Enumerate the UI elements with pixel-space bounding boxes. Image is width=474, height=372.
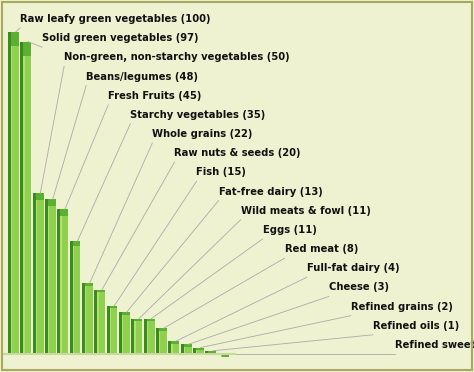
Text: Raw nuts & seeds (20): Raw nuts & seeds (20) bbox=[174, 148, 301, 158]
Bar bbox=[159, 328, 167, 331]
Bar bbox=[209, 353, 210, 354]
Text: Full-fat dairy (4): Full-fat dairy (4) bbox=[307, 263, 400, 273]
Text: Refined grains (2): Refined grains (2) bbox=[351, 302, 453, 312]
Bar bbox=[85, 283, 93, 354]
Bar bbox=[183, 344, 191, 354]
Bar bbox=[205, 351, 209, 354]
Bar bbox=[168, 341, 171, 354]
Bar bbox=[146, 318, 155, 354]
Bar bbox=[146, 318, 155, 321]
Bar bbox=[193, 347, 196, 354]
Text: Fat-free dairy (13): Fat-free dairy (13) bbox=[219, 187, 322, 196]
Text: Red meat (8): Red meat (8) bbox=[285, 244, 358, 254]
Bar bbox=[97, 289, 105, 292]
Bar bbox=[45, 199, 48, 354]
Text: Starchy vegetables (35): Starchy vegetables (35) bbox=[130, 110, 265, 120]
Bar bbox=[33, 193, 36, 354]
Bar bbox=[36, 200, 37, 354]
Bar bbox=[209, 351, 216, 354]
Bar bbox=[23, 56, 25, 354]
Text: Cheese (3): Cheese (3) bbox=[329, 282, 389, 292]
Bar bbox=[70, 241, 73, 354]
Bar bbox=[60, 216, 62, 354]
Bar bbox=[134, 318, 142, 354]
Text: Refined oils (1): Refined oils (1) bbox=[373, 321, 459, 331]
Text: Wild meats & fowl (11): Wild meats & fowl (11) bbox=[241, 206, 371, 216]
Bar bbox=[109, 308, 111, 354]
Bar bbox=[23, 42, 31, 56]
Bar bbox=[36, 193, 44, 200]
Text: Eggs (11): Eggs (11) bbox=[263, 225, 317, 235]
Bar bbox=[159, 328, 167, 354]
Text: Solid green vegetables (97): Solid green vegetables (97) bbox=[42, 33, 199, 43]
Bar bbox=[156, 328, 159, 354]
Bar bbox=[183, 347, 185, 354]
Bar bbox=[146, 321, 148, 354]
Bar bbox=[109, 306, 118, 354]
Bar bbox=[134, 321, 136, 354]
Bar bbox=[73, 241, 81, 246]
Text: Non-green, non-starchy vegetables (50): Non-green, non-starchy vegetables (50) bbox=[64, 52, 290, 62]
Bar bbox=[60, 209, 68, 354]
Bar bbox=[85, 283, 93, 286]
Bar bbox=[171, 341, 179, 354]
Bar bbox=[11, 46, 12, 354]
Bar bbox=[73, 246, 74, 354]
Bar bbox=[119, 312, 122, 354]
Text: Raw leafy green vegetables (100): Raw leafy green vegetables (100) bbox=[20, 14, 210, 24]
Bar bbox=[209, 351, 216, 353]
Bar bbox=[97, 292, 99, 354]
Bar bbox=[196, 350, 198, 354]
Bar bbox=[11, 32, 19, 354]
Text: Refined sweets (0): Refined sweets (0) bbox=[395, 340, 474, 350]
Bar bbox=[36, 193, 44, 354]
Bar bbox=[144, 318, 146, 354]
Bar bbox=[196, 347, 204, 354]
Bar bbox=[171, 341, 179, 344]
Bar bbox=[97, 289, 105, 354]
Bar bbox=[221, 354, 228, 356]
Bar bbox=[85, 286, 86, 354]
Bar bbox=[159, 331, 161, 354]
Bar bbox=[11, 32, 19, 46]
Text: Beans/legumes (48): Beans/legumes (48) bbox=[86, 71, 198, 81]
Bar bbox=[131, 318, 134, 354]
Bar bbox=[122, 312, 130, 315]
Bar bbox=[171, 344, 173, 354]
Bar bbox=[221, 354, 222, 356]
Bar bbox=[73, 241, 81, 354]
Bar bbox=[20, 42, 23, 354]
Bar bbox=[60, 209, 68, 216]
Bar bbox=[196, 347, 204, 350]
Bar bbox=[183, 344, 191, 347]
Bar bbox=[107, 306, 109, 354]
Bar bbox=[23, 42, 31, 354]
Bar bbox=[109, 306, 118, 308]
Bar bbox=[181, 344, 183, 354]
Bar bbox=[48, 199, 56, 354]
Text: Fresh Fruits (45): Fresh Fruits (45) bbox=[108, 91, 201, 101]
Bar bbox=[8, 32, 11, 354]
Bar bbox=[122, 312, 130, 354]
Bar bbox=[48, 206, 49, 354]
Bar bbox=[94, 289, 97, 354]
Bar bbox=[48, 199, 56, 206]
Text: Whole grains (22): Whole grains (22) bbox=[152, 129, 253, 139]
Bar bbox=[82, 283, 85, 354]
Bar bbox=[122, 315, 124, 354]
Bar bbox=[57, 209, 60, 354]
Text: Fish (15): Fish (15) bbox=[196, 167, 246, 177]
Bar bbox=[134, 318, 142, 321]
